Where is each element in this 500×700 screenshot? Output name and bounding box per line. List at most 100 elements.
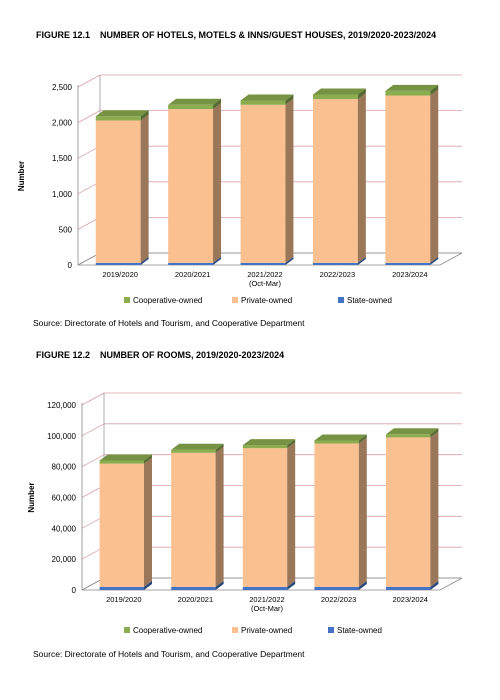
hotels-chart: 0 500 1,000 1,500 2,000 2,500 Number 2019/2020 2… xyxy=(17,74,463,305)
bar-private-owned-4 xyxy=(386,437,431,587)
x-tick-label: 2023/2024 xyxy=(392,595,427,604)
bar-state-owned-2 xyxy=(242,586,288,590)
bar-state-owned-1 xyxy=(168,262,214,265)
y-tick-label: 100,000 xyxy=(47,432,76,441)
bar-side-cooperative-owned-4 xyxy=(430,84,439,96)
x-tick-label: 2019/2020 xyxy=(102,270,137,279)
legend-label: Private-owned xyxy=(241,296,292,305)
x-tick-label: 2020/2021 xyxy=(178,595,213,604)
bar-state-owned-0 xyxy=(99,586,144,590)
bar-side-private-owned-1 xyxy=(213,103,222,263)
x-tick-label: (Oct-Mar) xyxy=(249,279,282,288)
bar-top-cooperative-owned-3 xyxy=(312,88,366,95)
bar-side-private-owned-2 xyxy=(287,442,296,587)
x-tick-label: 2020/2021 xyxy=(175,270,210,279)
legend-swatch-private-owned xyxy=(232,627,238,633)
legend-label: Private-owned xyxy=(241,626,292,635)
x-tick-label: (Oct-Mar) xyxy=(251,604,284,613)
x-tick-label: 2021/2022 xyxy=(249,595,284,604)
bar-side-private-owned-4 xyxy=(430,431,439,587)
legend-entry: State-owned xyxy=(328,626,382,635)
bar-side-private-owned-3 xyxy=(357,93,366,263)
bar-private-owned-4 xyxy=(385,95,431,263)
y-tick-label: 60,000 xyxy=(52,494,77,503)
bar-top-cooperative-owned-1 xyxy=(168,98,222,105)
bar-cooperative-owned-1 xyxy=(171,449,216,453)
x-tick-label: 2022/2023 xyxy=(321,595,356,604)
bar-cooperative-owned-0 xyxy=(99,460,144,464)
legend-label: Cooperative-owned xyxy=(133,296,202,305)
bar-side-cooperative-owned-3 xyxy=(357,88,366,100)
bar-top-cooperative-owned-0 xyxy=(95,110,149,117)
bar-private-owned-0 xyxy=(99,463,144,587)
bar-side-cooperative-owned-3 xyxy=(358,434,367,444)
bar-cooperative-owned-1 xyxy=(168,104,214,110)
bar-cooperative-owned-2 xyxy=(240,100,286,105)
legend-label: State-owned xyxy=(337,626,382,635)
bar-private-owned-1 xyxy=(168,109,214,263)
figure-1-source: Source: Directorate of Hotels and Touris… xyxy=(33,318,305,328)
bar-side-state-owned-4 xyxy=(430,256,439,265)
bar-cooperative-owned-2 xyxy=(242,445,288,449)
legend-swatch-cooperative-owned xyxy=(124,627,130,633)
legend-entry: Cooperative-owned xyxy=(124,626,202,635)
bar-side-cooperative-owned-4 xyxy=(430,428,439,438)
bar-side-state-owned-1 xyxy=(213,256,222,265)
bar-cooperative-owned-4 xyxy=(385,90,431,96)
bar-side-cooperative-owned-2 xyxy=(287,439,296,449)
bar-state-owned-3 xyxy=(314,586,359,590)
legend-swatch-cooperative-owned xyxy=(124,297,130,303)
bar-side-private-owned-4 xyxy=(430,89,439,263)
legend-label: Cooperative-owned xyxy=(133,626,202,635)
y-tick-label: 0 xyxy=(72,586,77,595)
bar-side-private-owned-3 xyxy=(358,437,367,587)
y-tick-label: 40,000 xyxy=(52,524,77,533)
bar-side-state-owned-3 xyxy=(357,256,366,265)
bar-cooperative-owned-3 xyxy=(312,94,358,100)
y-tick-label: 1,500 xyxy=(52,154,73,163)
y-tick-label: 20,000 xyxy=(52,555,77,564)
bar-top-cooperative-owned-4 xyxy=(386,428,439,435)
legend-entry: Cooperative-owned xyxy=(124,296,202,305)
bar-side-state-owned-2 xyxy=(285,256,294,265)
bar-side-cooperative-owned-2 xyxy=(285,94,294,105)
y-tick-label: 500 xyxy=(59,225,73,234)
bar-side-state-owned-0 xyxy=(143,580,152,590)
gridline-side-2500 xyxy=(77,74,101,88)
bar-side-cooperative-owned-1 xyxy=(215,443,224,453)
y-tick-label: 80,000 xyxy=(52,463,77,472)
bar-state-owned-4 xyxy=(385,262,431,265)
bar-side-cooperative-owned-0 xyxy=(140,110,149,121)
bar-top-cooperative-owned-3 xyxy=(314,434,367,441)
x-tick-label: 2022/2023 xyxy=(320,270,355,279)
bar-private-owned-2 xyxy=(240,104,286,263)
bar-side-cooperative-owned-1 xyxy=(213,98,222,110)
y-tick-label: 1,000 xyxy=(52,190,73,199)
bar-state-owned-4 xyxy=(386,586,431,590)
legend-label: State-owned xyxy=(347,296,392,305)
gridline-side-80000 xyxy=(81,454,105,468)
bar-cooperative-owned-4 xyxy=(386,434,431,438)
legend-swatch-state-owned xyxy=(328,627,334,633)
bar-private-owned-2 xyxy=(242,448,288,587)
bar-top-cooperative-owned-2 xyxy=(240,94,294,101)
legend-entry: State-owned xyxy=(338,296,392,305)
x-tick-label: 2023/2024 xyxy=(392,270,427,279)
legend-swatch-state-owned xyxy=(338,297,344,303)
bar-side-private-owned-1 xyxy=(215,446,224,587)
bar-side-state-owned-3 xyxy=(358,580,367,590)
y-tick-label: 0 xyxy=(68,261,73,270)
bar-top-cooperative-owned-1 xyxy=(171,443,224,450)
bar-top-cooperative-owned-0 xyxy=(99,454,152,461)
legend-swatch-private-owned xyxy=(232,297,238,303)
bar-state-owned-3 xyxy=(312,262,358,265)
bar-private-owned-3 xyxy=(312,99,358,263)
y-tick-label: 2,500 xyxy=(52,83,73,92)
bar-top-cooperative-owned-2 xyxy=(242,439,296,446)
bar-private-owned-3 xyxy=(314,443,359,587)
y-axis-label: Number xyxy=(17,161,26,191)
bar-private-owned-1 xyxy=(171,452,216,587)
figure-1-title: NUMBER OF HOTELS, MOTELS & INNS/GUEST HO… xyxy=(100,30,437,40)
bar-top-cooperative-owned-4 xyxy=(385,84,439,91)
bar-cooperative-owned-0 xyxy=(95,116,141,121)
